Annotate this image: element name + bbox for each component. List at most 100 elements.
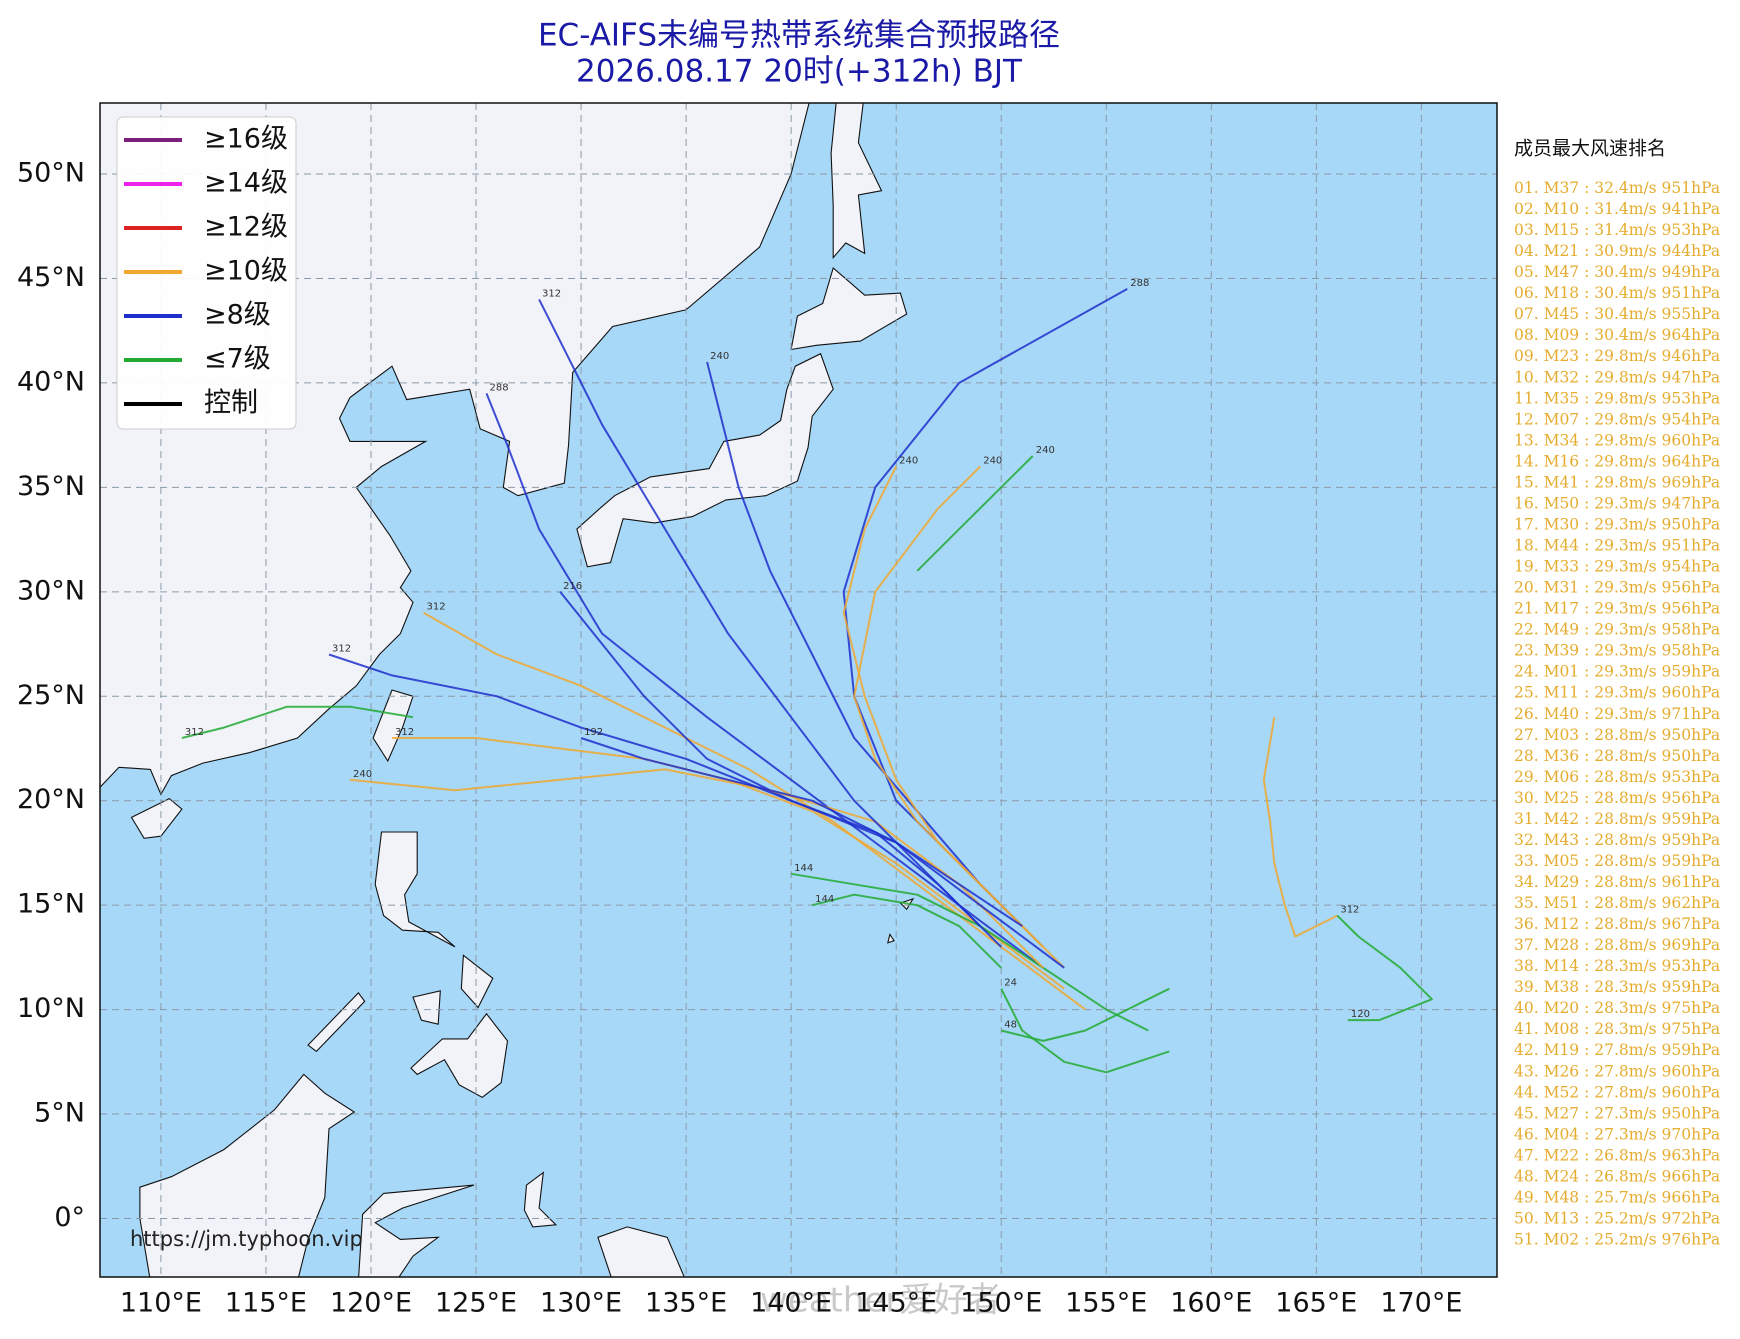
landmass	[410, 1012, 509, 1098]
landmass	[523, 1171, 558, 1228]
ranking-title: 成员最大风速排名	[1514, 138, 1666, 160]
subtitle: 2026.08.17 20时(+312h) BJT	[576, 54, 1023, 90]
ranking-entry: 43. M26 : 27.8m/s 960hPa	[1514, 1062, 1720, 1080]
ranking-entry: 27. M03 : 28.8m/s 950hPa	[1514, 726, 1720, 744]
ranking-entry: 36. M12 : 28.8m/s 967hPa	[1514, 915, 1720, 933]
ranking-entry: 09. M23 : 29.8m/s 946hPa	[1514, 347, 1720, 365]
ranking-entry: 15. M41 : 29.8m/s 969hPa	[1514, 473, 1720, 491]
source-url: https://jm.typhoon.vip	[130, 1227, 363, 1251]
ranking-entry: 51. M02 : 25.2m/s 976hPa	[1514, 1231, 1720, 1249]
landmass	[358, 1184, 475, 1277]
y-tick-label: 25°N	[17, 680, 85, 711]
track	[485, 393, 1044, 969]
ranking-entry: 33. M05 : 28.8m/s 959hPa	[1514, 852, 1720, 870]
ranking-entry: 22. M49 : 29.3m/s 958hPa	[1514, 621, 1720, 639]
y-tick-label: 15°N	[17, 889, 85, 920]
track-label: 24	[1004, 978, 1017, 989]
ranking-entry: 03. M15 : 31.4m/s 953hPa	[1514, 221, 1720, 239]
track	[181, 705, 414, 739]
y-tick-label: 0°	[54, 1202, 85, 1233]
track-label: 312	[332, 643, 351, 654]
title: EC-AIFS未编号热带系统集合预报路径	[538, 18, 1060, 54]
x-tick-label: 135°E	[645, 1288, 727, 1319]
landmass	[597, 1226, 685, 1277]
track	[328, 653, 1065, 969]
legend-label: ≥16级	[204, 124, 288, 155]
ranking-entry: 01. M37 : 32.4m/s 951hPa	[1514, 179, 1720, 197]
x-tick-label: 150°E	[960, 1288, 1042, 1319]
ranking-entry: 35. M51 : 28.8m/s 962hPa	[1514, 894, 1720, 912]
track-label: 312	[427, 602, 446, 613]
y-tick-label: 5°N	[34, 1098, 85, 1129]
track-label: 288	[490, 382, 509, 393]
x-tick-label: 110°E	[120, 1288, 202, 1319]
x-tick-label: 145°E	[855, 1288, 937, 1319]
ranking-entry: 06. M18 : 30.4m/s 951hPa	[1514, 284, 1720, 302]
ranking: 01. M37 : 32.4m/s 951hPa 02. M10 : 31.4m/…	[1514, 179, 1720, 1249]
y-tick-label: 35°N	[17, 471, 85, 502]
ranking-entry: 49. M48 : 25.7m/s 966hPa	[1514, 1188, 1720, 1206]
ranking-entry: 31. M42 : 28.8m/s 959hPa	[1514, 810, 1720, 828]
watermark: weather爱好者	[760, 1281, 1001, 1321]
ranking-entry: 16. M50 : 29.3m/s 947hPa	[1514, 494, 1720, 512]
ranking-entry: 40. M20 : 28.3m/s 975hPa	[1514, 999, 1720, 1017]
legend-label: 控制	[204, 388, 258, 419]
landmass	[139, 1073, 356, 1277]
ranking-entry: 21. M17 : 29.3m/s 956hPa	[1514, 600, 1720, 618]
ranking-entry: 11. M35 : 29.8m/s 953hPa	[1514, 389, 1720, 407]
legend-label: ≥10级	[204, 256, 288, 287]
track-label: 144	[794, 863, 813, 874]
ranking-entry: 48. M24 : 26.8m/s 966hPa	[1514, 1167, 1720, 1185]
track-label: 240	[353, 769, 372, 780]
landmass	[412, 990, 441, 1025]
landmass	[830, 103, 883, 260]
legend-label: ≤7级	[204, 344, 271, 375]
ranking-entry: 26. M40 : 29.3m/s 971hPa	[1514, 705, 1720, 723]
ranking-entry: 44. M52 : 27.8m/s 960hPa	[1514, 1083, 1720, 1101]
track-label: 312	[185, 727, 204, 738]
track-label: 144	[815, 894, 834, 905]
x-tick-label: 120°E	[330, 1288, 412, 1319]
landmass	[887, 933, 895, 944]
landmass	[576, 352, 834, 568]
ranking-entry: 37. M28 : 28.8m/s 969hPa	[1514, 936, 1720, 954]
track-label: 48	[1004, 1020, 1017, 1031]
landmass	[460, 954, 494, 1009]
y-tick-label: 45°N	[17, 262, 85, 293]
tracks: 288 312 312 240 288 240 144 48 312 120 216 240 312 14…	[181, 278, 1433, 1074]
ranking-entry: 45. M27 : 27.3m/s 950hPa	[1514, 1104, 1720, 1122]
ranking-entry: 20. M31 : 29.3m/s 956hPa	[1514, 579, 1720, 597]
ranking-entry: 17. M30 : 29.3m/s 950hPa	[1514, 515, 1720, 533]
ranking-entry: 34. M29 : 28.8m/s 961hPa	[1514, 873, 1720, 891]
track	[1262, 717, 1338, 938]
ranking-entry: 42. M19 : 27.8m/s 959hPa	[1514, 1041, 1720, 1059]
ranking-entry: 14. M16 : 29.8m/s 964hPa	[1514, 452, 1720, 470]
x-tick-label: 130°E	[540, 1288, 622, 1319]
ranking-entry: 05. M47 : 30.4m/s 949hPa	[1514, 263, 1720, 281]
ranking-entry: 04. M21 : 30.9m/s 944hPa	[1514, 242, 1720, 260]
ranking-entry: 38. M14 : 28.3m/s 953hPa	[1514, 957, 1720, 975]
ranking-entry: 41. M08 : 28.3m/s 975hPa	[1514, 1020, 1720, 1038]
track-label: 240	[710, 351, 729, 362]
ranking-entry: 02. M10 : 31.4m/s 941hPa	[1514, 200, 1720, 218]
track-label: 312	[542, 288, 561, 299]
ranking-entry: 12. M07 : 29.8m/s 954hPa	[1514, 410, 1720, 428]
track-label: 192	[584, 727, 603, 738]
track	[1336, 914, 1433, 1022]
track-label: 312	[1340, 905, 1359, 916]
x-tick-label: 170°E	[1380, 1288, 1462, 1319]
ranking-entry: 29. M06 : 28.8m/s 953hPa	[1514, 768, 1720, 786]
y-tick-label: 40°N	[17, 366, 85, 397]
x-tick-label: 115°E	[225, 1288, 307, 1319]
ranking-entry: 19. M33 : 29.3m/s 954hPa	[1514, 558, 1720, 576]
ranking-entry: 23. M39 : 29.3m/s 958hPa	[1514, 642, 1720, 660]
track-label: 288	[1130, 278, 1149, 289]
y-tick-label: 10°N	[17, 993, 85, 1024]
legend-box	[116, 116, 297, 430]
landmass	[372, 689, 414, 763]
track	[853, 465, 1044, 948]
ranking-entry: 50. M13 : 25.2m/s 972hPa	[1514, 1209, 1720, 1227]
x-tick-label: 165°E	[1275, 1288, 1357, 1319]
